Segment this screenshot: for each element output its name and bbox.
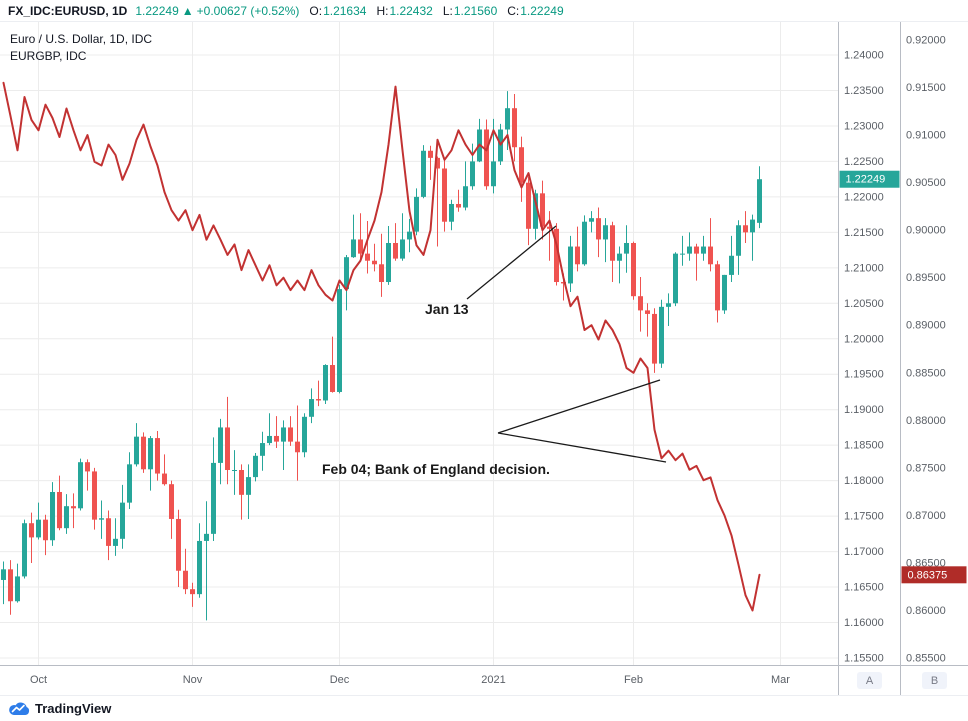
low-value: 1.21560 (453, 3, 498, 18)
svg-text:Nov: Nov (183, 674, 203, 686)
svg-text:1.22249: 1.22249 (846, 174, 886, 186)
svg-text:1.17000: 1.17000 (844, 546, 884, 558)
svg-text:1.15500: 1.15500 (844, 653, 884, 665)
change-up-arrow-icon: ▲ (181, 3, 194, 18)
svg-text:1.19000: 1.19000 (844, 404, 884, 416)
price-axis-right[interactable]: 0.855000.860000.865000.870000.875000.880… (906, 35, 946, 665)
chart-pane: Jan 13 Feb 04; Bank of England decision. 1… (0, 22, 968, 695)
price-scale-b-button[interactable]: B (922, 672, 947, 689)
svg-text:1.24000: 1.24000 (844, 50, 884, 62)
price-scale-a-button[interactable]: A (857, 672, 882, 689)
svg-text:Dec: Dec (330, 674, 350, 686)
svg-text:0.87000: 0.87000 (906, 510, 946, 522)
svg-text:1.23500: 1.23500 (844, 85, 884, 97)
axis-separators (0, 22, 968, 695)
svg-text:0.92000: 0.92000 (906, 35, 946, 47)
svg-text:Feb: Feb (624, 674, 643, 686)
symbol-title: FX_IDC:EURUSD, 1D (8, 3, 128, 18)
legend-eurgbp[interactable]: EURGBP, IDC (10, 49, 87, 63)
svg-text:0.90500: 0.90500 (906, 177, 946, 189)
close-value: 1.22249 (520, 3, 564, 18)
svg-text:1.20000: 1.20000 (844, 333, 884, 345)
tradingview-logo[interactable] (8, 701, 30, 716)
time-axis[interactable]: Oct Nov Dec 2021 Feb Mar (30, 674, 790, 686)
svg-text:0.89500: 0.89500 (906, 272, 946, 284)
svg-text:Jan 13: Jan 13 (425, 301, 469, 317)
close-label: C: (507, 3, 520, 18)
svg-text:0.86000: 0.86000 (906, 605, 946, 617)
svg-text:1.18500: 1.18500 (844, 440, 884, 452)
chart-annotations: Jan 13 Feb 04; Bank of England decision. (322, 225, 667, 477)
tradingview-brand[interactable]: TradingView (35, 701, 112, 716)
svg-text:Feb 04; Bank of England decisi: Feb 04; Bank of England decision. (322, 461, 550, 477)
grid-lines (0, 22, 838, 665)
legend-eurusd[interactable]: Euro / U.S. Dollar, 1D, IDC (10, 32, 153, 46)
svg-text:1.16000: 1.16000 (844, 617, 884, 629)
chart-header-bar: FX_IDC:EURUSD, 1D 1.22249 ▲ +0.00627 (+0… (0, 0, 968, 22)
svg-text:0.90000: 0.90000 (906, 225, 946, 237)
high-value: 1.22432 (389, 3, 433, 18)
svg-text:0.86375: 0.86375 (908, 569, 948, 581)
svg-text:0.88500: 0.88500 (906, 367, 946, 379)
svg-text:1.23000: 1.23000 (844, 120, 884, 132)
svg-text:0.89000: 0.89000 (906, 320, 946, 332)
svg-text:1.21000: 1.21000 (844, 262, 884, 274)
svg-text:1.17500: 1.17500 (844, 511, 884, 523)
svg-text:1.21500: 1.21500 (844, 227, 884, 239)
svg-text:0.87500: 0.87500 (906, 462, 946, 474)
svg-text:1.16500: 1.16500 (844, 582, 884, 594)
chart-canvas[interactable]: Jan 13 Feb 04; Bank of England decision. 1… (0, 22, 968, 695)
eurgbp-line-series[interactable] (2, 81, 761, 612)
price-change: +0.00627 (+0.52%) (196, 3, 300, 18)
open-label: O: (309, 3, 323, 18)
last-price: 1.22249 (135, 3, 179, 18)
high-label: H: (376, 3, 389, 18)
svg-text:0.91000: 0.91000 (906, 130, 946, 142)
svg-text:0.88000: 0.88000 (906, 415, 946, 427)
svg-text:1.22500: 1.22500 (844, 156, 884, 168)
low-label: L: (442, 3, 453, 18)
open-value: 1.21634 (323, 3, 367, 18)
svg-text:0.85500: 0.85500 (906, 653, 946, 665)
svg-text:1.20500: 1.20500 (844, 298, 884, 310)
svg-text:Mar: Mar (771, 674, 790, 686)
svg-text:1.22000: 1.22000 (844, 191, 884, 203)
svg-text:1.18000: 1.18000 (844, 475, 884, 487)
svg-text:0.91500: 0.91500 (906, 82, 946, 94)
footer-bar: TradingView (0, 695, 968, 721)
svg-text:Oct: Oct (30, 674, 47, 686)
svg-text:1.19500: 1.19500 (844, 369, 884, 381)
price-axis-left[interactable]: 1.15500 1.16000 1.16500 1.17000 1.17500 1.180… (844, 50, 884, 665)
candlestick-series[interactable] (1, 91, 762, 621)
last-price-labels: 1.22249 0.86375 (839, 170, 967, 584)
chart-legend: Euro / U.S. Dollar, 1D, IDC EURGBP, IDC (10, 31, 152, 65)
svg-text:2021: 2021 (481, 674, 505, 686)
